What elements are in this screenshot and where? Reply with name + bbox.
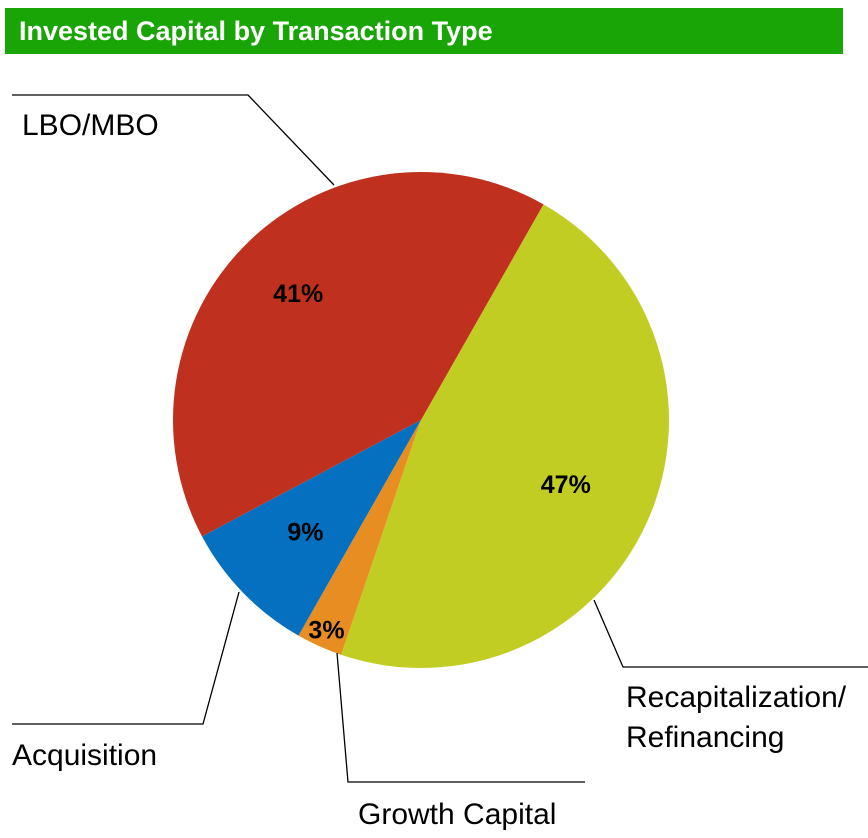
pie-slice-growth [298, 420, 421, 655]
leader-line-growth [336, 652, 585, 783]
leader-line-acquisition [12, 591, 240, 725]
chart-title: Invested Capital by Transaction Type [19, 16, 493, 46]
title-bar: Invested Capital by Transaction Type [5, 8, 843, 54]
leader-line-recap [593, 599, 868, 668]
label-acquisition: Acquisition [12, 739, 158, 772]
leader-lines [12, 94, 868, 783]
pie-slices [173, 172, 669, 668]
slice-value-label-lbo: 41% [273, 280, 323, 308]
slice-value-label-recap: 47% [541, 471, 591, 499]
label-recap-line1: Recapitalization/ [626, 681, 847, 714]
slice-value-label-growth: 3% [308, 616, 344, 644]
leader-line-lbo [12, 94, 335, 186]
slice-value-label-acquisition: 9% [287, 518, 323, 546]
label-growth: Growth Capital [358, 798, 557, 831]
pie-slice-recap [341, 204, 669, 668]
slice-value-labels: 47% 3% 9% 41% [273, 280, 591, 645]
label-recap-line2: Refinancing [626, 721, 785, 754]
pie-slice-acquisition [202, 420, 421, 636]
label-lbo: LBO/MBO [22, 109, 159, 142]
pie-slice-lbo [173, 172, 544, 537]
